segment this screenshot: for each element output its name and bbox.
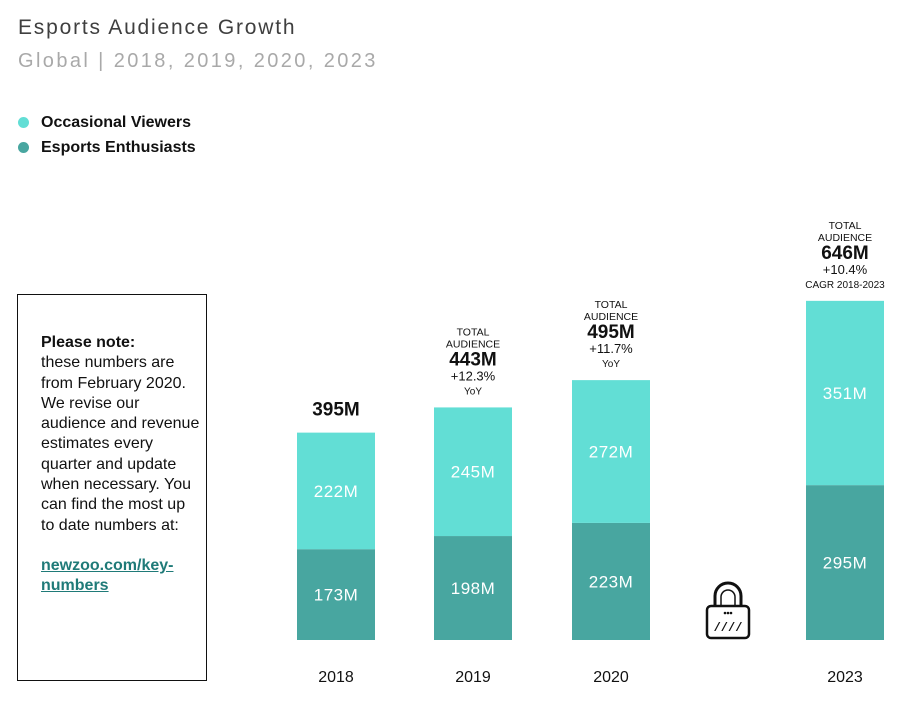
growth-label-2023: +10.4% xyxy=(823,262,868,277)
lock-icon: //// xyxy=(705,578,751,645)
data-label-occasional-2018: 222M xyxy=(314,482,359,501)
bar-occasional-2023 xyxy=(806,300,884,486)
legend-label-enthusiasts: Esports Enthusiasts xyxy=(41,138,196,156)
bar-occasional-2019 xyxy=(434,407,512,537)
total-caption-line1-2020: TOTAL xyxy=(595,299,628,311)
legend-swatch-enthusiasts xyxy=(18,142,29,153)
growth-label-2019: +12.3% xyxy=(451,368,496,383)
bar-occasional-2020 xyxy=(572,380,650,523)
note-heading: Please note: xyxy=(41,334,136,351)
data-label-occasional-2023: 351M xyxy=(823,384,868,403)
x-tick-label-2023: 2023 xyxy=(827,669,863,686)
data-label-enthusiasts-2018: 173M xyxy=(314,586,359,605)
total-caption-line1-2023: TOTAL xyxy=(829,220,862,232)
data-label-occasional-2019: 245M xyxy=(451,463,496,482)
legend-label-occasional: Occasional Viewers xyxy=(41,113,192,131)
svg-text:////: //// xyxy=(714,621,743,635)
chart-title: Esports Audience Growth xyxy=(18,16,297,39)
x-tick-label-2018: 2018 xyxy=(318,669,354,686)
bar-enthusiasts-2023 xyxy=(806,485,884,640)
total-label-2023: 646M xyxy=(821,243,869,264)
legend-item-enthusiasts: Esports Enthusiasts xyxy=(18,135,196,160)
total-caption-line2-2023: AUDIENCE xyxy=(818,232,872,244)
data-label-enthusiasts-2023: 295M xyxy=(823,554,868,573)
growth-label-2020: +11.7% xyxy=(589,341,633,356)
bar-occasional-2018 xyxy=(297,432,375,550)
data-label-occasional-2020: 272M xyxy=(589,443,634,462)
legend: Occasional Viewers Esports Enthusiasts xyxy=(18,110,196,160)
key-numbers-link[interactable]: newzoo.com/key-numbers xyxy=(41,556,174,595)
data-label-enthusiasts-2019: 198M xyxy=(451,579,496,598)
growth-note-2020: YoY xyxy=(602,359,620,370)
chart-subtitle: Global | 2018, 2019, 2020, 2023 xyxy=(18,50,378,72)
bar-enthusiasts-2019 xyxy=(434,536,512,640)
total-caption-line2-2020: AUDIENCE xyxy=(584,311,638,323)
note-body: these numbers are from February 2020. We… xyxy=(41,354,200,534)
total-label-2018: 395M xyxy=(312,400,360,421)
bar-enthusiasts-2018 xyxy=(297,549,375,640)
legend-item-occasional: Occasional Viewers xyxy=(18,110,196,135)
data-label-enthusiasts-2020: 223M xyxy=(589,572,634,591)
total-label-2020: 495M xyxy=(587,322,635,343)
growth-note-2023: CAGR 2018-2023 xyxy=(805,280,885,291)
note-box: Please note: these numbers are from Febr… xyxy=(17,294,207,681)
total-caption-line1-2019: TOTAL xyxy=(457,326,490,338)
legend-swatch-occasional xyxy=(18,117,29,128)
total-caption-line2-2019: AUDIENCE xyxy=(446,338,500,350)
total-label-2019: 443M xyxy=(449,349,497,370)
growth-note-2019: YoY xyxy=(464,386,482,397)
x-tick-label-2019: 2019 xyxy=(455,669,491,686)
x-tick-label-2020: 2020 xyxy=(593,669,629,686)
bar-enthusiasts-2020 xyxy=(572,522,650,640)
